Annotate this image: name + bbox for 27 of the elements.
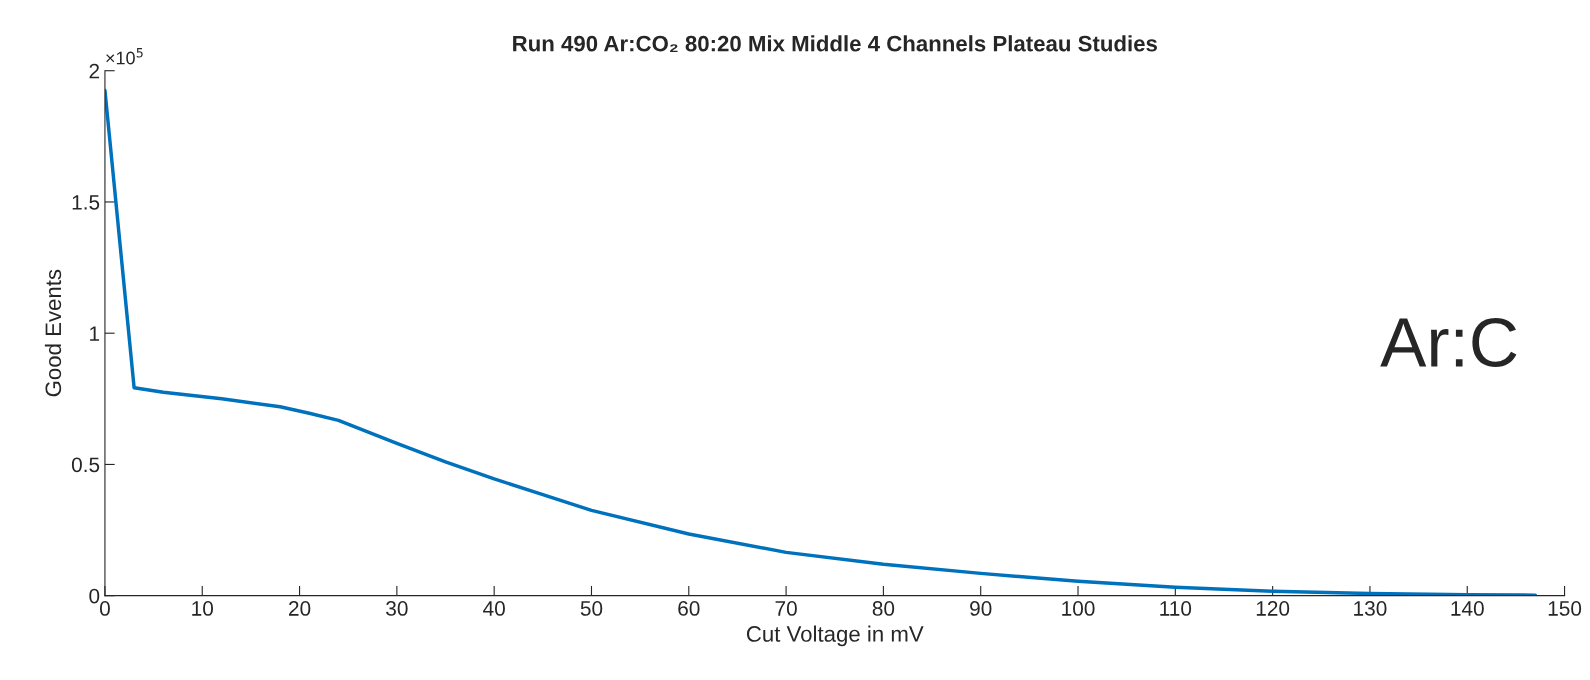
x-tick-label: 50 xyxy=(580,601,603,616)
annotation: Ar:C xyxy=(1380,317,1517,368)
x-tick-label: 130 xyxy=(1354,601,1387,616)
x-tick-label: 150 xyxy=(1548,601,1582,616)
x-tick-label: 120 xyxy=(1256,601,1290,616)
x-tick-label: 70 xyxy=(775,601,797,616)
x-tick-label: 110 xyxy=(1160,601,1192,616)
x-tick-label: 80 xyxy=(872,601,895,616)
x-tick-label: 90 xyxy=(970,601,992,616)
y-tick-label: 2 xyxy=(89,63,100,79)
text: ×10$^{5}$ xyxy=(106,48,143,65)
y-axis-title: Good Events xyxy=(44,269,62,397)
line-series xyxy=(104,88,1538,596)
x-tick-label: 40 xyxy=(483,601,505,616)
x-tick-label: 60 xyxy=(678,601,700,616)
x-tick-label: 30 xyxy=(386,601,408,616)
x-tick-label: 100 xyxy=(1062,601,1095,616)
y-tick-label: 1 xyxy=(90,326,100,341)
y-tick-label: 0 xyxy=(89,588,100,604)
y-tick-label: 0.5 xyxy=(71,457,100,473)
x-tick-label: 140 xyxy=(1451,601,1484,616)
y-tick-label: 1.5 xyxy=(72,195,100,210)
x-axis-title: Cut Voltage in mV xyxy=(746,625,924,647)
x-tick-label: 10 xyxy=(192,601,214,616)
x-tick-label: 20 xyxy=(289,601,311,616)
chart-title: Run 490 Ar:CO₂ 80:20 Mix Middle 4 Channels Plateau Studies xyxy=(513,35,1157,52)
x-tick-label: 0 xyxy=(99,601,110,616)
